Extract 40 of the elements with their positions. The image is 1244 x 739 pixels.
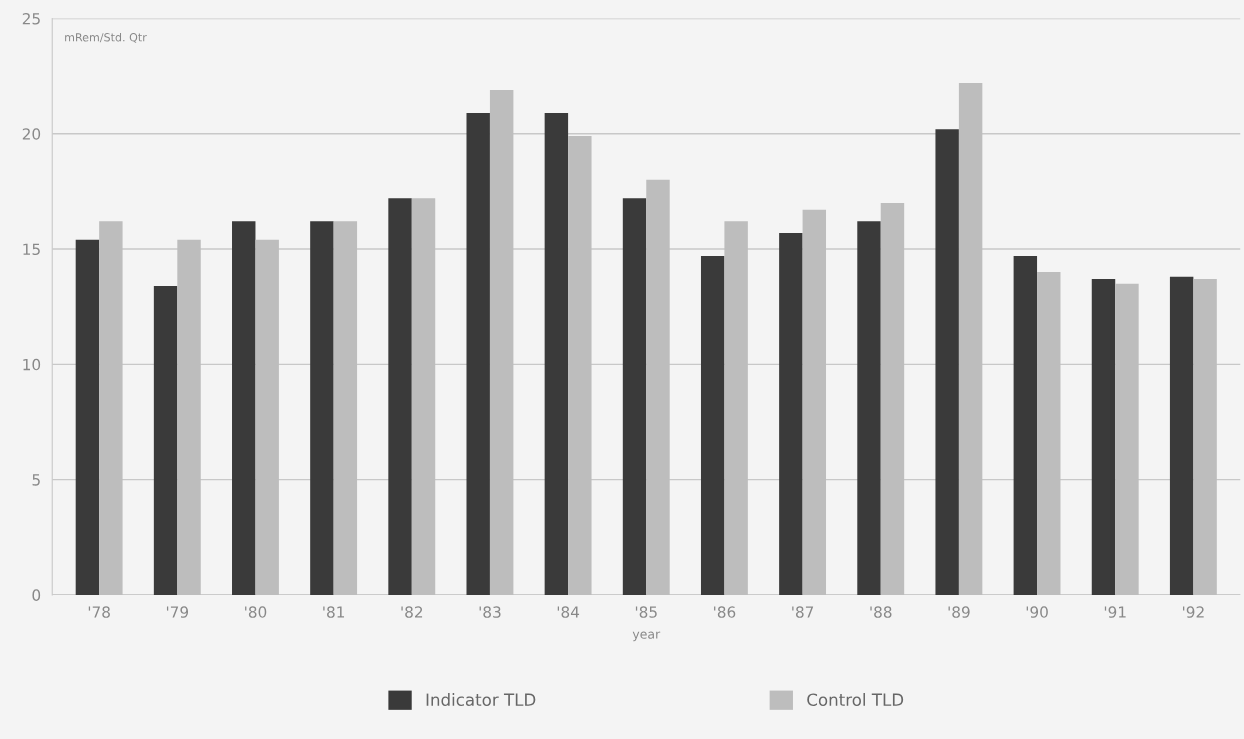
legend-label: Indicator TLD xyxy=(426,693,536,706)
x-tick-label: '91 xyxy=(1104,606,1126,618)
bar xyxy=(232,221,256,595)
x-tick-label: '92 xyxy=(1183,606,1204,618)
y-tick-label: 0 xyxy=(32,589,41,601)
y-tick-label: 25 xyxy=(22,12,40,25)
y-axis-title: mRem/Std. Qtr xyxy=(65,32,147,43)
legend-label: Control TLD xyxy=(807,693,904,706)
x-tick-label: '80 xyxy=(245,606,267,618)
bar xyxy=(388,198,412,595)
x-axis-title: year xyxy=(632,631,661,642)
bar xyxy=(153,285,178,595)
x-tick-label: '87 xyxy=(792,606,814,618)
x-tick-label: '85 xyxy=(635,606,657,618)
bar xyxy=(75,239,100,595)
bar xyxy=(857,221,881,595)
bar xyxy=(310,221,334,595)
x-tick-label: '83 xyxy=(479,606,501,618)
bar xyxy=(544,113,569,595)
x-tick-label: '90 xyxy=(1026,606,1048,618)
x-tick-label: '86 xyxy=(714,606,736,618)
bar xyxy=(622,198,647,595)
y-tick-label: 5 xyxy=(32,474,40,486)
x-tick-label: '79 xyxy=(166,606,189,618)
y-tick-label: 20 xyxy=(22,128,41,140)
x-tick-label: '82 xyxy=(401,606,423,618)
x-tick-label: '84 xyxy=(557,606,580,618)
y-tick-label: 10 xyxy=(23,358,41,371)
x-tick-label: '81 xyxy=(323,606,345,618)
bar xyxy=(1091,279,1116,595)
bar xyxy=(466,113,490,595)
y-tick-label: 15 xyxy=(23,243,40,256)
bar xyxy=(935,129,959,595)
bar xyxy=(1013,255,1038,595)
bar xyxy=(700,255,725,595)
bar xyxy=(779,232,803,595)
x-tick-label: '89 xyxy=(948,606,970,618)
x-tick-label: '88 xyxy=(870,606,892,618)
x-tick-label: '78 xyxy=(88,606,110,618)
bar xyxy=(1169,276,1194,595)
